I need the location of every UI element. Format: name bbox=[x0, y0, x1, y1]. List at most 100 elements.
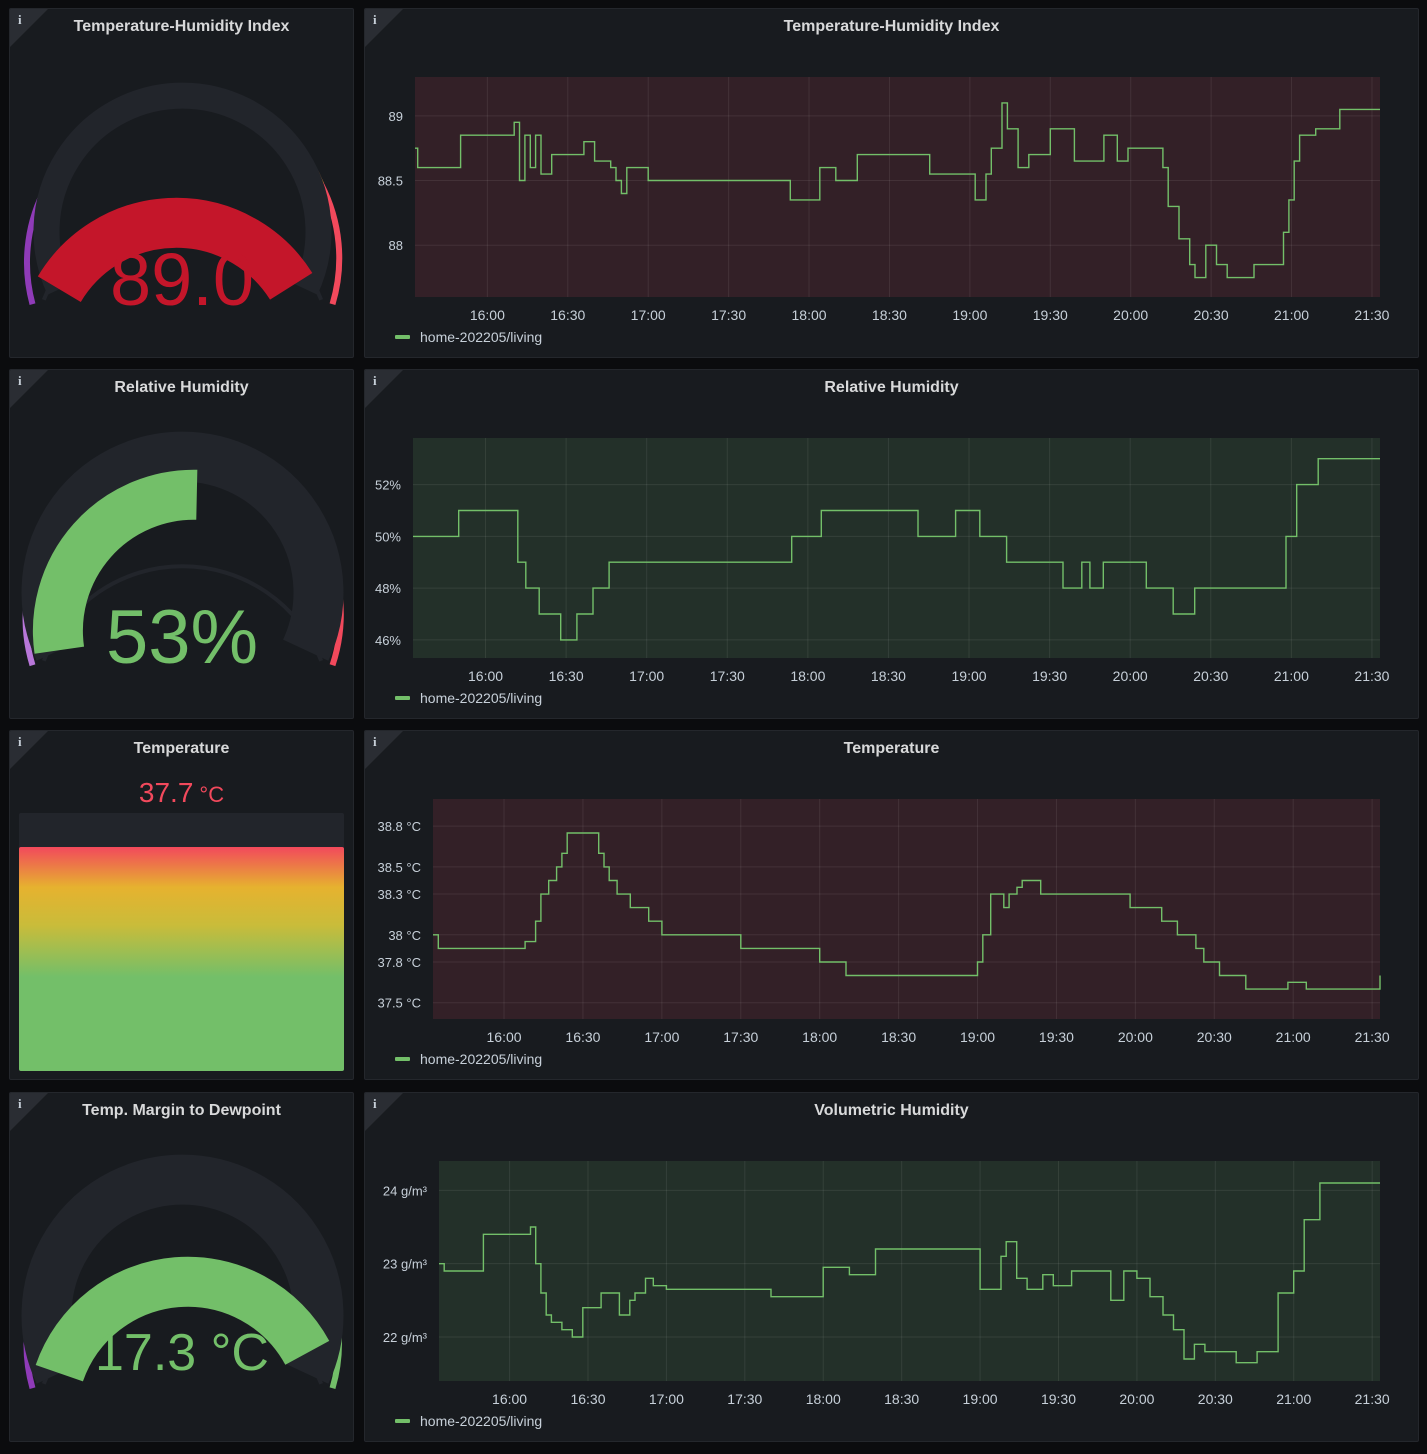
y-tick-label: 38 °C bbox=[388, 928, 421, 943]
thi-gauge: 89.0 bbox=[23, 82, 343, 321]
legend-swatch bbox=[395, 1419, 410, 1423]
info-icon[interactable]: i bbox=[18, 734, 22, 749]
panel-title: Volumetric Humidity bbox=[814, 1102, 969, 1119]
x-tick-label: 18:30 bbox=[884, 1391, 919, 1407]
legend-swatch bbox=[395, 1057, 410, 1061]
thi-graph-panel: i Temperature-Humidity Index 16:00 16:30 1… bbox=[364, 8, 1419, 358]
threshold-region bbox=[433, 799, 1380, 1019]
info-corner[interactable] bbox=[365, 9, 403, 47]
info-icon[interactable]: i bbox=[373, 734, 377, 749]
dewpoint-gauge-panel: i Temp. Margin to Dewpoint 17.3 °C bbox=[9, 1092, 354, 1442]
threshold-region bbox=[413, 438, 1380, 658]
y-tick-label: 37.5 °C bbox=[377, 996, 421, 1011]
bar-gauge-fill bbox=[19, 847, 344, 1071]
info-corner[interactable] bbox=[10, 9, 48, 47]
y-tick-label: 38.3 °C bbox=[377, 887, 421, 902]
info-corner[interactable] bbox=[10, 370, 48, 408]
x-tick-label: 19:30 bbox=[1032, 668, 1067, 684]
rh-graph-panel: i Relative Humidity 16:00 16:30 17:00 17:30… bbox=[364, 369, 1419, 719]
x-tick-label: 18:30 bbox=[881, 1029, 916, 1045]
x-tick-label: 20:30 bbox=[1198, 1391, 1233, 1407]
x-tick-label: 21:30 bbox=[1355, 1391, 1390, 1407]
x-tick-label: 21:00 bbox=[1276, 1029, 1311, 1045]
temp-graph-panel: i Temperature 16:00 16:30 17:00 17:30 18:00 1… bbox=[364, 730, 1419, 1080]
x-tick-label: 19:00 bbox=[952, 668, 987, 684]
rh-gauge: 53% bbox=[21, 431, 344, 680]
gauge-value: 17.3 °C bbox=[95, 1324, 269, 1382]
info-icon[interactable]: i bbox=[18, 12, 22, 27]
x-tick-label: 19:00 bbox=[963, 1391, 998, 1407]
dewpoint-gauge: 17.3 °C bbox=[21, 1154, 344, 1390]
threshold-region bbox=[415, 77, 1380, 297]
x-tick-label: 16:30 bbox=[565, 1029, 600, 1045]
legend-label: home-202205/living bbox=[420, 690, 543, 706]
x-tick-label: 19:30 bbox=[1039, 1029, 1074, 1045]
x-tick-label: 16:00 bbox=[470, 307, 505, 323]
info-icon[interactable]: i bbox=[373, 1096, 377, 1111]
y-tick-label: 88 bbox=[389, 238, 403, 253]
info-corner[interactable] bbox=[365, 370, 403, 408]
gauge-value: 89.0 bbox=[110, 238, 254, 321]
rh-chart: 16:00 16:30 17:00 17:30 18:00 18:30 19:00 19:30… bbox=[375, 438, 1390, 684]
info-icon[interactable]: i bbox=[373, 12, 377, 27]
panel-title: Temp. Margin to Dewpoint bbox=[82, 1102, 281, 1119]
x-tick-label: 16:30 bbox=[570, 1391, 605, 1407]
x-tick-label: 21:30 bbox=[1354, 668, 1389, 684]
threshold-region bbox=[439, 1161, 1380, 1381]
series-line bbox=[415, 102, 1380, 279]
legend-swatch bbox=[395, 335, 410, 339]
series-line bbox=[433, 832, 1381, 990]
x-tick-label: 21:30 bbox=[1355, 1029, 1390, 1045]
x-tick-label: 17:30 bbox=[710, 668, 745, 684]
x-tick-label: 17:30 bbox=[727, 1391, 762, 1407]
y-tick-label: 23 g/m³ bbox=[383, 1257, 428, 1272]
y-tick-label: 50% bbox=[375, 529, 401, 544]
info-corner[interactable] bbox=[365, 1093, 403, 1131]
vh-graph-panel: i Volumetric Humidity 16:00 16:30 17:00 17:… bbox=[364, 1092, 1419, 1442]
x-tick-label: 21:00 bbox=[1274, 668, 1309, 684]
x-tick-label: 20:00 bbox=[1119, 1391, 1154, 1407]
thi-chart: 16:00 16:30 17:00 17:30 18:00 18:30 19:00 19:30… bbox=[378, 77, 1390, 323]
x-tick-label: 18:00 bbox=[806, 1391, 841, 1407]
thi-gauge-panel: i Temperature-Humidity Index 89.0 bbox=[9, 8, 354, 358]
series-line bbox=[439, 1182, 1380, 1364]
y-tick-label: 88.5 bbox=[378, 174, 403, 189]
x-tick-label: 16:00 bbox=[468, 668, 503, 684]
info-corner[interactable] bbox=[10, 731, 48, 769]
info-corner[interactable] bbox=[10, 1093, 48, 1131]
x-tick-label: 21:30 bbox=[1354, 307, 1389, 323]
stat-value: 37.7 °C bbox=[10, 777, 353, 809]
x-tick-label: 17:30 bbox=[723, 1029, 758, 1045]
stat-number: 37.7 bbox=[138, 777, 194, 808]
x-tick-label: 20:30 bbox=[1194, 307, 1229, 323]
gauge-value: 53% bbox=[106, 595, 258, 680]
x-tick-label: 17:00 bbox=[629, 668, 664, 684]
info-icon[interactable]: i bbox=[373, 373, 377, 388]
legend-label: home-202205/living bbox=[420, 1051, 543, 1067]
legend[interactable]: home-202205/living bbox=[395, 690, 542, 706]
legend-label: home-202205/living bbox=[420, 1413, 543, 1429]
x-tick-label: 19:00 bbox=[960, 1029, 995, 1045]
stat-unit: °C bbox=[199, 782, 225, 807]
y-tick-label: 24 g/m³ bbox=[383, 1183, 428, 1198]
x-tick-label: 20:30 bbox=[1197, 1029, 1232, 1045]
y-tick-label: 38.8 °C bbox=[377, 819, 421, 834]
vh-chart: 16:00 16:30 17:00 17:30 18:00 18:30 19:00 19:30… bbox=[383, 1161, 1390, 1407]
y-tick-label: 52% bbox=[375, 478, 401, 493]
panel-title: Temperature bbox=[843, 740, 940, 757]
x-tick-label: 17:00 bbox=[631, 307, 666, 323]
legend[interactable]: home-202205/living bbox=[395, 1413, 542, 1429]
x-tick-label: 20:00 bbox=[1118, 1029, 1153, 1045]
info-corner[interactable] bbox=[365, 731, 403, 769]
x-tick-label: 17:30 bbox=[711, 307, 746, 323]
legend[interactable]: home-202205/living bbox=[395, 329, 542, 345]
info-icon[interactable]: i bbox=[18, 1096, 22, 1111]
y-tick-label: 22 g/m³ bbox=[383, 1330, 428, 1345]
x-tick-label: 18:00 bbox=[802, 1029, 837, 1045]
panel-title: Relative Humidity bbox=[114, 379, 249, 396]
series-line bbox=[413, 458, 1380, 641]
info-icon[interactable]: i bbox=[18, 373, 22, 388]
legend[interactable]: home-202205/living bbox=[395, 1051, 542, 1067]
x-tick-label: 20:00 bbox=[1113, 668, 1148, 684]
panel-title: Temperature-Humidity Index bbox=[783, 18, 1000, 35]
